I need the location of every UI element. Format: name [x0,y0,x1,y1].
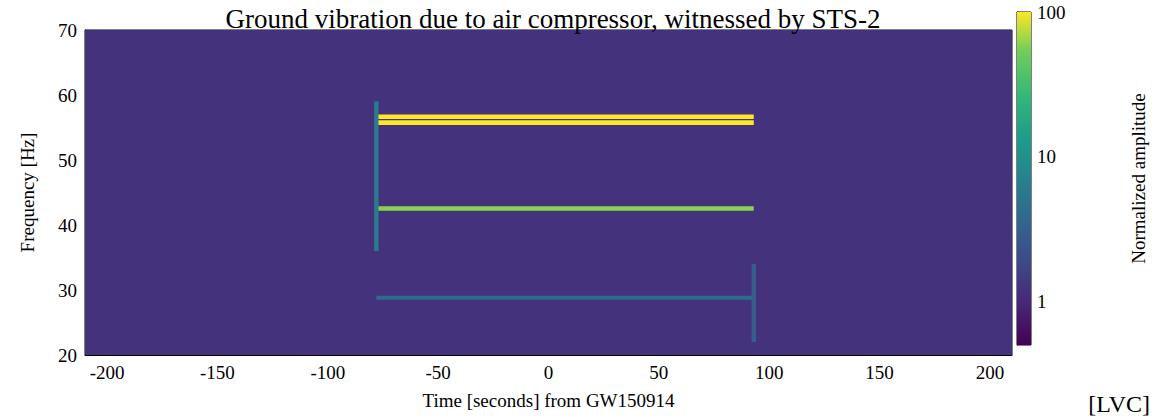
svg-text:-200: -200 [90,362,125,383]
svg-text:10: 10 [1037,146,1056,167]
svg-text:-50: -50 [425,362,450,383]
svg-text:[LVC]: [LVC] [1088,391,1150,417]
svg-text:60: 60 [58,85,77,106]
svg-text:Ground vibration due to air co: Ground vibration due to air compressor, … [225,4,880,34]
svg-text:200: 200 [976,362,1005,383]
svg-text:1: 1 [1037,291,1047,312]
svg-text:100: 100 [755,362,784,383]
svg-text:Normalized amplitude: Normalized amplitude [1128,93,1149,263]
svg-text:Frequency [Hz]: Frequency [Hz] [17,133,38,253]
svg-text:50: 50 [58,150,77,171]
svg-text:40: 40 [58,215,77,236]
svg-text:100: 100 [1037,2,1066,23]
svg-text:0: 0 [544,362,554,383]
svg-text:70: 70 [58,20,77,41]
svg-text:-100: -100 [310,362,345,383]
svg-text:20: 20 [58,345,77,366]
svg-text:Time [seconds] from GW150914: Time [seconds] from GW150914 [422,390,675,411]
svg-text:-150: -150 [200,362,235,383]
svg-text:150: 150 [865,362,894,383]
svg-text:30: 30 [58,280,77,301]
svg-text:50: 50 [649,362,668,383]
